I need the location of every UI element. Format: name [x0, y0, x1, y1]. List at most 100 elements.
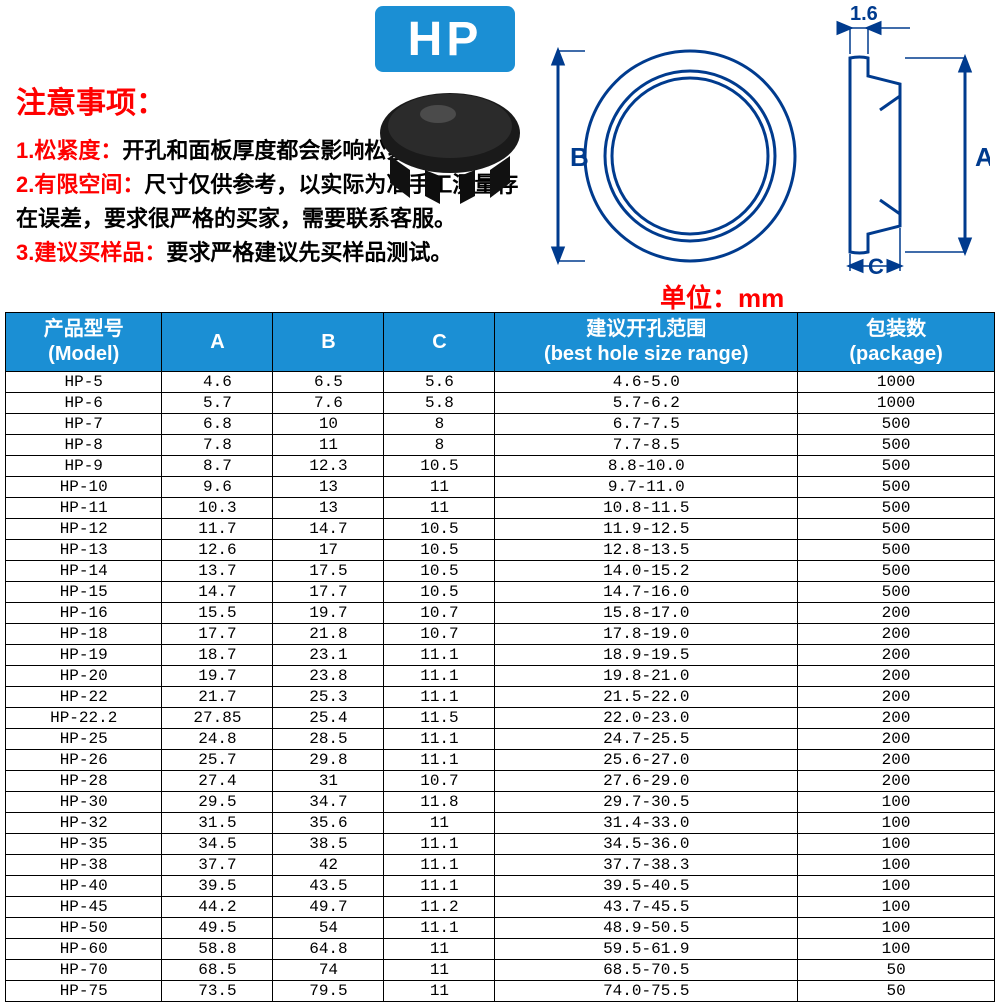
table-cell: 10.5: [384, 561, 495, 582]
table-cell: 17.8-19.0: [495, 624, 798, 645]
table-cell: HP-10: [6, 477, 162, 498]
table-row: HP-1211.714.710.511.9-12.5500: [6, 519, 995, 540]
table-cell: 200: [798, 729, 995, 750]
table-cell: HP-26: [6, 750, 162, 771]
table-cell: 44.2: [162, 897, 273, 918]
table-cell: 6.7-7.5: [495, 414, 798, 435]
table-cell: 5.7-6.2: [495, 393, 798, 414]
table-row: HP-2625.729.811.125.6-27.0200: [6, 750, 995, 771]
table-cell: 31.4-33.0: [495, 813, 798, 834]
table-row: HP-2524.828.511.124.7-25.5200: [6, 729, 995, 750]
table-cell: 10.5: [384, 582, 495, 603]
table-cell: 100: [798, 876, 995, 897]
table-cell: HP-16: [6, 603, 162, 624]
table-cell: 19.7: [162, 666, 273, 687]
table-cell: 200: [798, 603, 995, 624]
table-row: HP-2019.723.811.119.8-21.0200: [6, 666, 995, 687]
table-cell: 42: [273, 855, 384, 876]
table-cell: 54: [273, 918, 384, 939]
table-cell: HP-25: [6, 729, 162, 750]
table-cell: HP-32: [6, 813, 162, 834]
table-cell: 13: [273, 498, 384, 519]
table-cell: 12.8-13.5: [495, 540, 798, 561]
table-cell: 29.5: [162, 792, 273, 813]
table-row: HP-6058.864.81159.5-61.9100: [6, 939, 995, 960]
table-cell: 4.6-5.0: [495, 372, 798, 393]
notes-line-1-label: 1.松紧度：: [16, 138, 122, 163]
notes-line-3-label: 3.建议买样品：: [16, 240, 166, 265]
table-cell: HP-18: [6, 624, 162, 645]
table-cell: 6.5: [273, 372, 384, 393]
table-cell: 9.7-11.0: [495, 477, 798, 498]
table-cell: 19.8-21.0: [495, 666, 798, 687]
table-cell: 49.7: [273, 897, 384, 918]
product-photo-icon: [360, 78, 540, 228]
table-cell: 11.9-12.5: [495, 519, 798, 540]
table-cell: 5.8: [384, 393, 495, 414]
table-cell: 37.7-38.3: [495, 855, 798, 876]
table-cell: 25.6-27.0: [495, 750, 798, 771]
table-cell: 15.8-17.0: [495, 603, 798, 624]
table-cell: 50: [798, 960, 995, 981]
table-cell: 10.7: [384, 771, 495, 792]
table-cell: 34.7: [273, 792, 384, 813]
table-cell: 14.0-15.2: [495, 561, 798, 582]
notes-line-3-text: 要求严格建议先买样品测试。: [166, 240, 452, 265]
table-cell: 8: [384, 435, 495, 456]
table-cell: 59.5-61.9: [495, 939, 798, 960]
table-cell: 500: [798, 477, 995, 498]
table-cell: HP-9: [6, 456, 162, 477]
table-cell: 11.1: [384, 666, 495, 687]
table-cell: 17: [273, 540, 384, 561]
table-cell: 27.85: [162, 708, 273, 729]
table-row: HP-4039.543.511.139.5-40.5100: [6, 876, 995, 897]
table-cell: 11.1: [384, 729, 495, 750]
table-cell: 50: [798, 981, 995, 1002]
table-cell: 1000: [798, 372, 995, 393]
table-cell: 73.5: [162, 981, 273, 1002]
unit-label: 单位：mm: [660, 278, 784, 315]
table-cell: HP-60: [6, 939, 162, 960]
table-cell: 11.1: [384, 645, 495, 666]
table-cell: HP-50: [6, 918, 162, 939]
table-cell: 500: [798, 414, 995, 435]
table-row: HP-1110.3131110.8-11.5500: [6, 498, 995, 519]
table-cell: 58.8: [162, 939, 273, 960]
table-cell: 24.8: [162, 729, 273, 750]
table-cell: 7.8: [162, 435, 273, 456]
table-row: HP-1615.519.710.715.8-17.0200: [6, 603, 995, 624]
table-cell: 21.7: [162, 687, 273, 708]
table-cell: 25.3: [273, 687, 384, 708]
col-header-5: 包装数(package): [798, 313, 995, 372]
table-cell: 7.6: [273, 393, 384, 414]
table-cell: 38.5: [273, 834, 384, 855]
table-cell: 22.0-23.0: [495, 708, 798, 729]
table-cell: 19.7: [273, 603, 384, 624]
table-cell: 100: [798, 813, 995, 834]
table-cell: 11.5: [384, 708, 495, 729]
dimension-diagram: B 1.6 A C: [550, 6, 990, 276]
table-cell: 200: [798, 687, 995, 708]
table-cell: 27.4: [162, 771, 273, 792]
table-cell: 34.5-36.0: [495, 834, 798, 855]
table-row: HP-1817.721.810.717.8-19.0200: [6, 624, 995, 645]
table-cell: 28.5: [273, 729, 384, 750]
table-cell: 21.5-22.0: [495, 687, 798, 708]
table-cell: 11.1: [384, 750, 495, 771]
table-cell: 200: [798, 666, 995, 687]
table-cell: 100: [798, 834, 995, 855]
table-cell: 74: [273, 960, 384, 981]
table-cell: HP-35: [6, 834, 162, 855]
table-cell: HP-75: [6, 981, 162, 1002]
table-row: HP-109.613119.7-11.0500: [6, 477, 995, 498]
table-cell: 24.7-25.5: [495, 729, 798, 750]
table-cell: 10.5: [384, 519, 495, 540]
table-cell: HP-28: [6, 771, 162, 792]
table-cell: 10.3: [162, 498, 273, 519]
table-cell: 68.5-70.5: [495, 960, 798, 981]
table-cell: 10.7: [384, 603, 495, 624]
table-cell: 500: [798, 519, 995, 540]
table-cell: 10: [273, 414, 384, 435]
table-cell: HP-45: [6, 897, 162, 918]
table-cell: 4.6: [162, 372, 273, 393]
